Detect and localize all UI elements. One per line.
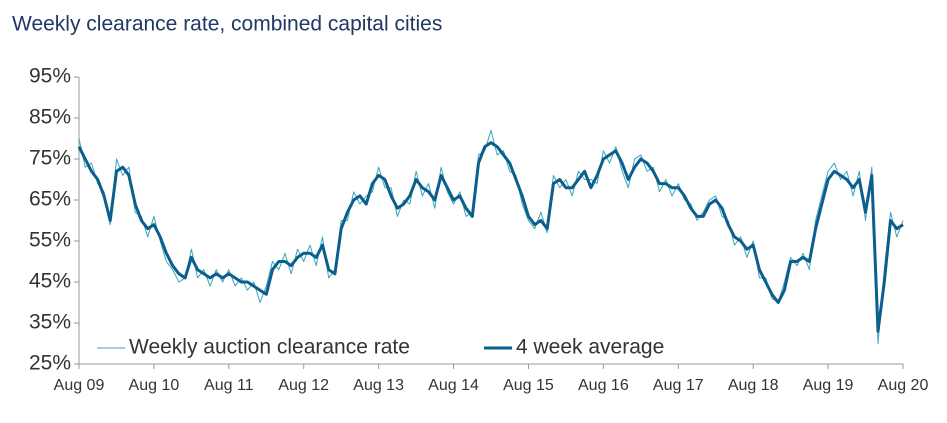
x-tick-label: Aug 16 xyxy=(578,377,629,394)
y-tick-label: 75% xyxy=(29,147,71,170)
x-tick-label: Aug 20 xyxy=(878,377,929,394)
x-tick-label: Aug 11 xyxy=(204,377,254,394)
legend-label: Weekly auction clearance rate xyxy=(129,336,410,359)
y-tick-label: 35% xyxy=(29,311,71,334)
series-line xyxy=(77,141,904,333)
x-tick-label: Aug 14 xyxy=(428,377,479,394)
chart-title: Weekly clearance rate, combined capital … xyxy=(12,13,442,36)
series-line xyxy=(78,129,904,344)
y-tick-label: 25% xyxy=(29,352,71,375)
x-tick-label: Aug 17 xyxy=(653,377,704,394)
y-tick-label: 95% xyxy=(29,65,71,88)
x-tick-label: Aug 13 xyxy=(353,377,404,394)
y-tick-label: 45% xyxy=(29,270,71,293)
x-tick-label: Aug 19 xyxy=(803,377,854,394)
x-tick-label: Aug 15 xyxy=(503,377,554,394)
y-tick-label: 55% xyxy=(29,229,71,252)
x-tick-label: Aug 18 xyxy=(728,377,779,394)
y-tick-label: 85% xyxy=(29,106,71,129)
x-tick-label: Aug 10 xyxy=(129,377,180,394)
legend-label: 4 week average xyxy=(516,336,664,359)
x-tick-label: Aug 09 xyxy=(54,377,105,394)
x-tick-label: Aug 12 xyxy=(278,377,329,394)
y-tick-label: 65% xyxy=(29,188,71,211)
